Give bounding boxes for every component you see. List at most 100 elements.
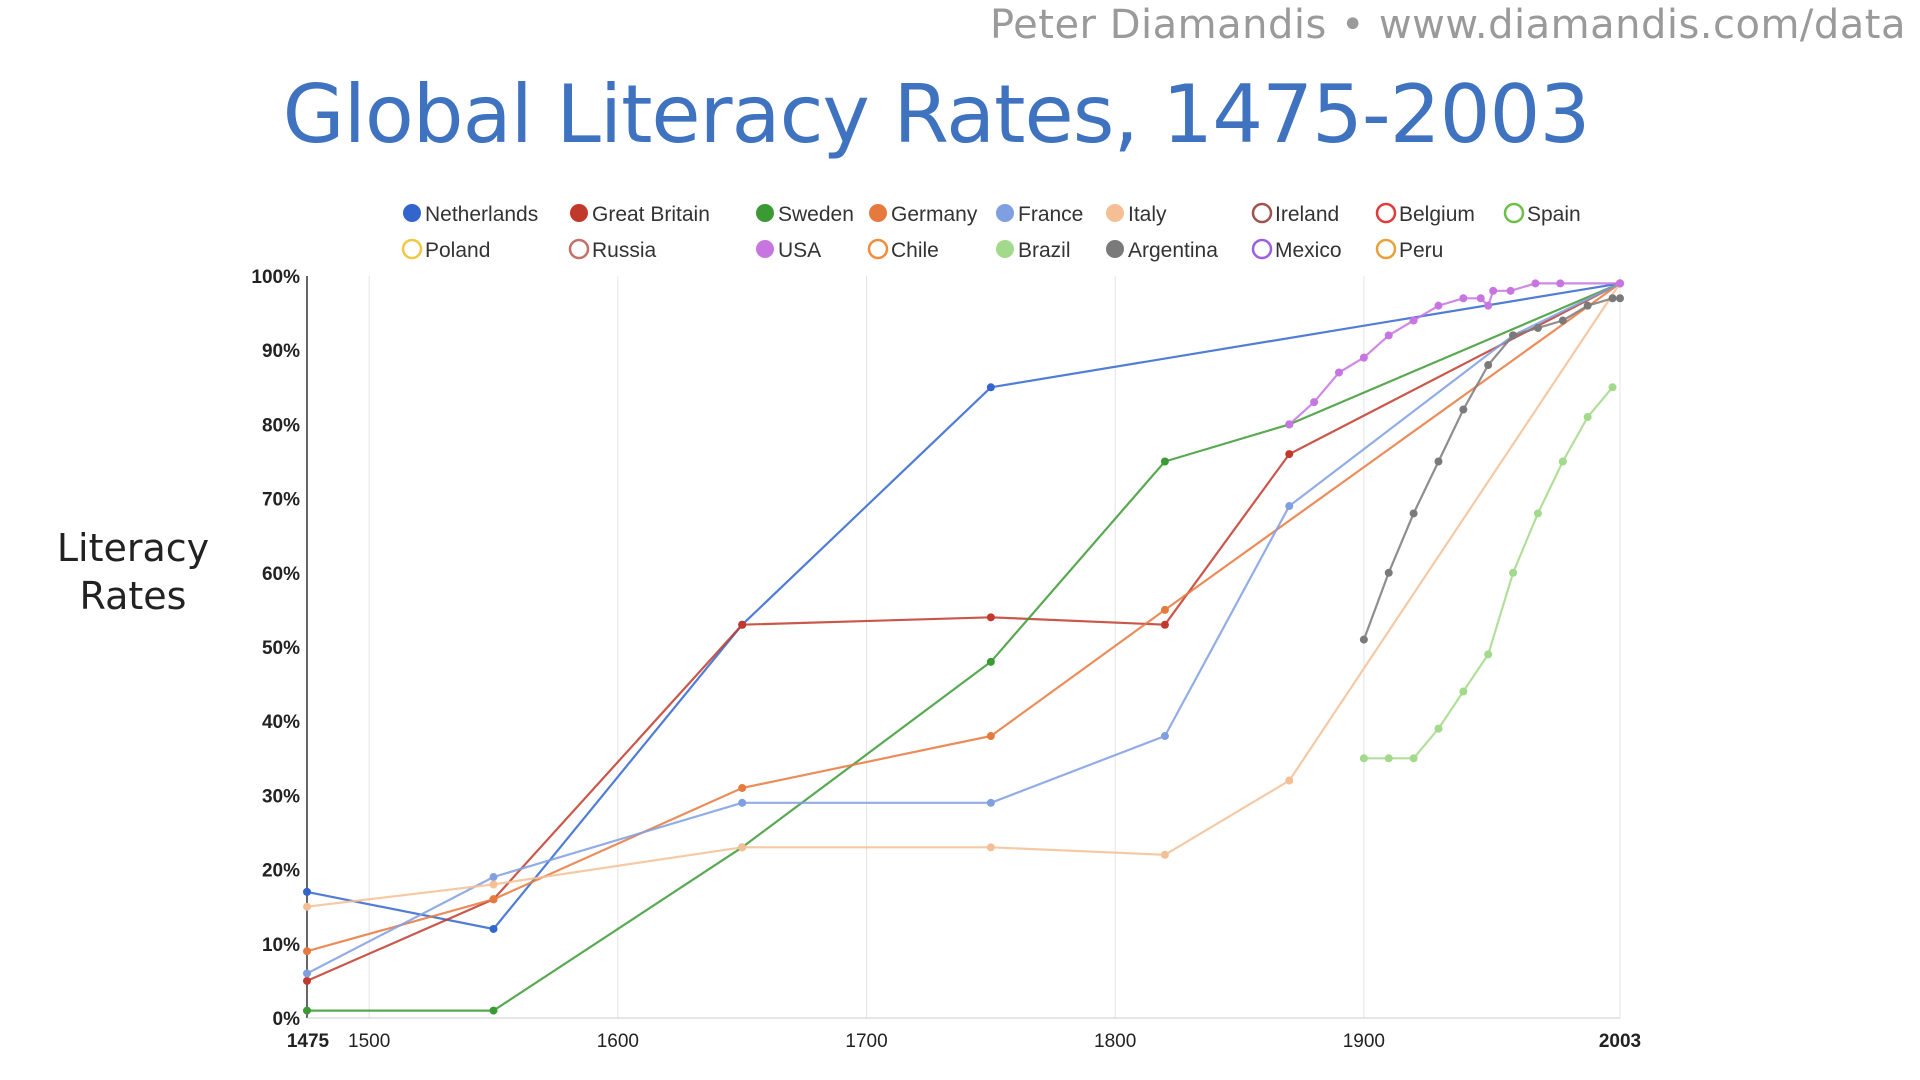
data-point-italy <box>303 902 311 911</box>
data-point-argentina <box>1484 361 1493 370</box>
legend-label-chile: Chile <box>891 239 939 262</box>
y-tick-label-10: 10% <box>262 935 300 956</box>
x-tick-label-1700: 1700 <box>845 1031 887 1052</box>
data-point-sweden <box>986 657 995 666</box>
data-point-usa <box>1359 353 1368 362</box>
legend-marker-spain <box>1503 202 1525 224</box>
credit-author: Peter Diamandis <box>989 2 1327 48</box>
data-point-germany <box>1160 605 1169 614</box>
data-point-argentina <box>1359 635 1368 644</box>
y-tick-label-60: 60% <box>262 564 300 585</box>
y-tick-label-20: 20% <box>262 861 300 882</box>
data-point-argentina <box>1459 405 1468 414</box>
legend-label-usa: USA <box>778 239 821 262</box>
data-point-italy <box>986 843 995 852</box>
data-point-usa <box>1459 294 1468 303</box>
legend-label-poland: Poland <box>425 239 490 262</box>
legend-marker-peru <box>1375 238 1397 260</box>
data-point-argentina <box>1434 457 1443 466</box>
data-point-usa <box>1476 294 1485 303</box>
data-point-brazil <box>1484 650 1493 659</box>
data-point-argentina <box>1384 568 1393 577</box>
x-tick-label-1900: 1900 <box>1343 1031 1385 1052</box>
legend-label-peru: Peru <box>1399 239 1443 262</box>
series-line-netherlands <box>306 282 1621 931</box>
y-axis-label-line2: Rates <box>79 574 187 618</box>
y-tick-label-90: 90% <box>262 341 300 362</box>
data-point-italy <box>1285 776 1294 785</box>
data-point-france <box>489 873 498 882</box>
legend-marker-poland <box>401 238 423 260</box>
data-point-argentina <box>1558 316 1567 325</box>
y-axis-label-line1: Literacy <box>56 526 210 570</box>
legend-marker-germany <box>869 204 887 222</box>
x-tick-label-1500: 1500 <box>348 1031 390 1052</box>
data-point-usa <box>1489 286 1498 295</box>
data-point-france <box>986 798 995 807</box>
data-point-brazil <box>1509 568 1518 577</box>
data-point-usa <box>1616 279 1624 288</box>
data-point-brazil <box>1359 754 1368 763</box>
legend-label-great-britain: Great Britain <box>592 203 710 226</box>
y-tick-label-40: 40% <box>262 712 300 733</box>
data-point-netherlands <box>303 887 311 896</box>
data-point-usa <box>1285 420 1294 429</box>
data-point-brazil <box>1384 754 1393 763</box>
data-point-usa <box>1434 301 1443 310</box>
data-point-brazil <box>1608 383 1617 392</box>
data-point-germany <box>303 947 311 956</box>
x-tick-label-1600: 1600 <box>597 1031 639 1052</box>
data-point-great-britain <box>738 620 747 629</box>
data-point-italy <box>738 843 747 852</box>
credit: Peter Diamandis • www.diamandis.com/data <box>990 2 1906 48</box>
y-tick-label-50: 50% <box>262 638 300 659</box>
data-point-sweden <box>303 1006 311 1015</box>
legend-label-brazil: Brazil <box>1018 239 1071 262</box>
data-point-great-britain <box>1285 450 1294 459</box>
data-point-argentina <box>1509 331 1518 340</box>
credit-url: www.diamandis.com/data <box>1378 2 1906 48</box>
data-point-argentina <box>1608 294 1617 303</box>
data-point-usa <box>1484 301 1493 310</box>
data-point-usa <box>1531 279 1540 288</box>
series-line-argentina <box>1362 297 1620 640</box>
legend-marker-belgium <box>1375 202 1397 224</box>
legend-marker-mexico <box>1251 238 1273 260</box>
data-point-usa <box>1310 398 1319 407</box>
data-point-brazil <box>1434 724 1443 733</box>
series-line-france <box>306 282 1621 975</box>
legend-marker-france <box>996 204 1014 222</box>
data-point-brazil <box>1558 457 1567 466</box>
data-point-brazil <box>1583 412 1592 421</box>
legend-label-germany: Germany <box>891 203 978 226</box>
data-point-usa <box>1409 316 1418 325</box>
legend-label-ireland: Ireland <box>1275 203 1339 226</box>
data-point-sweden <box>1160 457 1169 466</box>
series-line-germany <box>306 282 1621 953</box>
legend-marker-chile <box>867 238 889 260</box>
y-axis-label: Literacy Rates <box>40 524 226 620</box>
y-tick-label-0: 0% <box>273 1009 301 1030</box>
data-point-netherlands <box>489 924 498 933</box>
legend-label-argentina: Argentina <box>1128 239 1218 262</box>
legend-label-mexico: Mexico <box>1275 239 1342 262</box>
data-point-great-britain <box>986 613 995 622</box>
data-point-netherlands <box>986 383 995 392</box>
legend-marker-usa <box>756 240 774 258</box>
data-point-france <box>303 969 311 978</box>
y-tick-label-80: 80% <box>262 415 300 436</box>
data-point-great-britain <box>303 976 311 985</box>
data-point-france <box>1160 732 1169 741</box>
data-point-germany <box>738 783 747 792</box>
data-point-brazil <box>1533 509 1542 518</box>
chart-title: Global Literacy Rates, 1475-2003 <box>282 68 1591 161</box>
legend-label-belgium: Belgium <box>1399 203 1475 226</box>
legend-label-spain: Spain <box>1527 203 1581 226</box>
data-point-argentina <box>1616 294 1624 303</box>
legend-marker-ireland <box>1251 202 1273 224</box>
legend-marker-netherlands <box>403 204 421 222</box>
data-point-france <box>1285 502 1294 511</box>
legend-label-sweden: Sweden <box>778 203 854 226</box>
data-point-usa <box>1334 368 1343 377</box>
